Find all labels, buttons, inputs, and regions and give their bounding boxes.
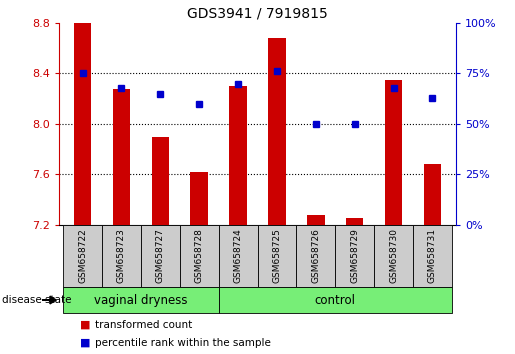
- Bar: [151, 137, 169, 225]
- Bar: [385, 80, 402, 225]
- Text: ■: ■: [80, 338, 90, 348]
- Text: GSM658726: GSM658726: [311, 228, 320, 283]
- Bar: [63, 225, 102, 287]
- Text: GSM658728: GSM658728: [195, 228, 204, 283]
- Bar: [413, 225, 452, 287]
- Bar: [141, 225, 180, 287]
- Bar: [102, 225, 141, 287]
- Bar: [113, 88, 130, 225]
- Bar: [229, 86, 247, 225]
- Text: percentile rank within the sample: percentile rank within the sample: [95, 338, 271, 348]
- Text: GSM658730: GSM658730: [389, 228, 398, 283]
- Text: ■: ■: [80, 320, 90, 330]
- Bar: [296, 225, 335, 287]
- Bar: [258, 225, 296, 287]
- Text: GSM658722: GSM658722: [78, 228, 87, 283]
- Text: vaginal dryness: vaginal dryness: [94, 293, 187, 307]
- Bar: [191, 172, 208, 225]
- Bar: [307, 215, 324, 225]
- Text: disease state: disease state: [2, 295, 71, 305]
- Bar: [268, 38, 286, 225]
- Bar: [219, 287, 452, 313]
- Bar: [219, 225, 258, 287]
- Text: GSM658725: GSM658725: [272, 228, 281, 283]
- Text: GSM658729: GSM658729: [350, 228, 359, 283]
- Bar: [346, 218, 364, 225]
- Bar: [180, 225, 219, 287]
- Text: control: control: [315, 293, 356, 307]
- Text: GSM658723: GSM658723: [117, 228, 126, 283]
- Text: GSM658727: GSM658727: [156, 228, 165, 283]
- Text: GSM658724: GSM658724: [234, 228, 243, 283]
- Text: GSM658731: GSM658731: [428, 228, 437, 283]
- Title: GDS3941 / 7919815: GDS3941 / 7919815: [187, 6, 328, 21]
- Bar: [335, 225, 374, 287]
- Bar: [374, 225, 413, 287]
- Text: transformed count: transformed count: [95, 320, 193, 330]
- Bar: [63, 287, 219, 313]
- Bar: [424, 164, 441, 225]
- Bar: [74, 23, 91, 225]
